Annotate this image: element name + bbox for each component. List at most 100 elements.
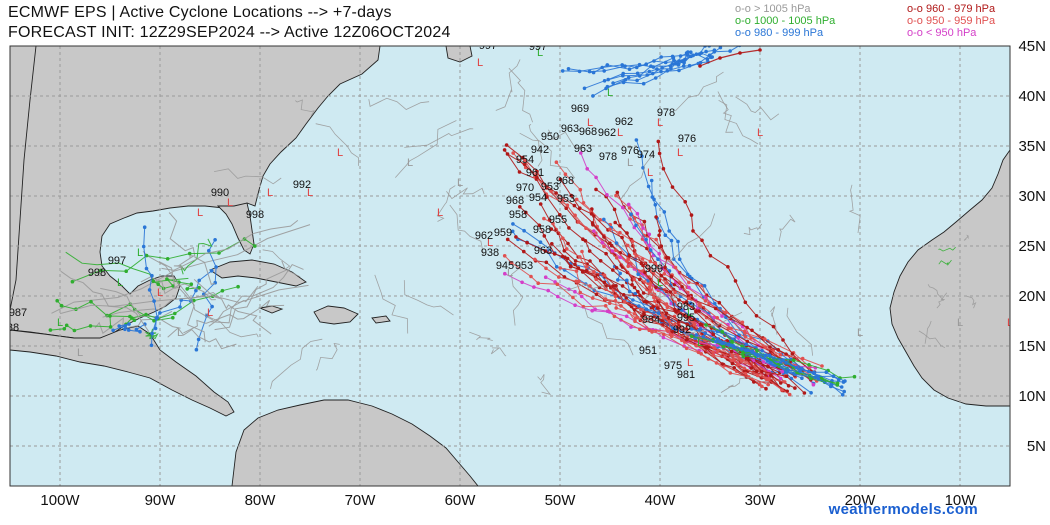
track-point bbox=[654, 237, 658, 242]
track-point bbox=[656, 311, 661, 315]
track-point bbox=[641, 291, 646, 295]
track-point bbox=[641, 263, 645, 268]
track-point bbox=[574, 269, 579, 273]
land-masses bbox=[10, 46, 1010, 486]
track-point bbox=[840, 393, 845, 397]
pressure-label: 968 bbox=[556, 175, 574, 187]
track-point bbox=[566, 241, 570, 246]
track-point bbox=[697, 309, 701, 313]
track-point bbox=[663, 265, 667, 270]
cyclone-track-line bbox=[208, 299, 285, 327]
track-point bbox=[648, 248, 653, 252]
longitude-labels: 100W 90W 80W 70W 60W 50W 40W 30W 20W 10W bbox=[40, 492, 976, 509]
cyclone-track-line bbox=[584, 306, 634, 356]
track-point bbox=[546, 288, 550, 293]
track-point bbox=[196, 337, 201, 342]
low-center-marker: L bbox=[657, 117, 663, 129]
track-point bbox=[572, 203, 577, 208]
track-point bbox=[505, 237, 510, 242]
track-point bbox=[217, 251, 221, 255]
cyclone-track-line bbox=[508, 67, 533, 123]
latitude-label: 40N bbox=[1018, 88, 1046, 105]
track-point bbox=[670, 185, 675, 189]
track-point bbox=[144, 312, 148, 317]
track-point bbox=[664, 281, 668, 285]
track-point bbox=[642, 312, 646, 317]
latitude-label: 35N bbox=[1018, 138, 1046, 155]
track-point bbox=[691, 229, 695, 233]
pressure-label: 987 bbox=[9, 307, 27, 319]
track-point bbox=[613, 299, 618, 303]
track-point bbox=[551, 221, 555, 226]
track-point bbox=[791, 358, 796, 363]
track-point bbox=[55, 298, 59, 303]
legend-item-950-959: o-o 950 - 959 hPa bbox=[907, 15, 996, 27]
low-center-marker: L bbox=[457, 177, 463, 189]
track-point bbox=[532, 285, 536, 289]
longitude-label: 40W bbox=[645, 492, 677, 509]
track-point bbox=[743, 348, 748, 352]
track-point bbox=[502, 148, 507, 152]
track-point bbox=[653, 261, 657, 266]
low-center-marker: L bbox=[227, 197, 233, 209]
track-point bbox=[684, 338, 689, 342]
track-point bbox=[707, 53, 712, 58]
track-point bbox=[647, 285, 652, 289]
track-point bbox=[511, 151, 515, 155]
track-point bbox=[558, 266, 562, 270]
map-title: ECMWF EPS | Active Cyclone Locations -->… bbox=[8, 4, 392, 21]
track-point bbox=[88, 324, 93, 328]
low-center-marker: L bbox=[627, 157, 633, 169]
pressure-label: 953 bbox=[541, 181, 559, 193]
low-center-marker: L bbox=[1007, 317, 1013, 329]
track-point bbox=[687, 296, 691, 301]
low-center-marker: L bbox=[97, 267, 103, 279]
track-point bbox=[585, 167, 589, 171]
track-point bbox=[680, 338, 684, 343]
track-point bbox=[144, 266, 149, 271]
track-point bbox=[637, 304, 641, 308]
track-point bbox=[625, 231, 629, 235]
track-point bbox=[108, 314, 112, 318]
pressure-label: 976 bbox=[621, 145, 639, 157]
latitude-label: 5N bbox=[1027, 438, 1046, 455]
track-point bbox=[610, 249, 615, 253]
track-point bbox=[48, 328, 53, 332]
track-point bbox=[581, 237, 585, 241]
track-point bbox=[638, 277, 642, 282]
track-point bbox=[629, 325, 633, 329]
track-point bbox=[750, 328, 754, 333]
cyclone-track-line bbox=[652, 213, 716, 271]
track-point bbox=[662, 272, 667, 276]
track-point bbox=[632, 277, 636, 282]
cyclone-track-line bbox=[965, 295, 977, 309]
track-point bbox=[560, 254, 565, 259]
track-point bbox=[687, 315, 691, 319]
track-point bbox=[694, 343, 699, 348]
track-point bbox=[744, 342, 749, 347]
cyclone-track-line bbox=[374, 274, 409, 334]
low-center-marker: L bbox=[307, 187, 313, 199]
track-point bbox=[156, 282, 160, 287]
latitude-labels: 45N 40N 35N 30N 25N 20N 15N 10N 5N bbox=[1018, 38, 1046, 455]
track-point bbox=[650, 330, 654, 334]
low-center-marker: L bbox=[337, 147, 343, 159]
legend-item-lt950: o-o < 950 hPa bbox=[907, 27, 977, 39]
cyclone-track-line bbox=[183, 285, 259, 334]
track-point bbox=[650, 317, 654, 322]
track-point bbox=[70, 279, 75, 284]
track-point bbox=[647, 69, 652, 74]
longitude-label: 90W bbox=[145, 492, 177, 509]
track-point bbox=[640, 154, 644, 158]
track-point bbox=[189, 282, 194, 287]
track-point bbox=[760, 369, 764, 374]
track-point bbox=[502, 254, 507, 258]
low-center-marker: L bbox=[207, 307, 213, 319]
track-point bbox=[680, 308, 684, 312]
pressure-label: 969 bbox=[571, 103, 589, 115]
track-point bbox=[780, 388, 784, 392]
track-point bbox=[522, 228, 526, 233]
pressure-label: 981 bbox=[677, 369, 695, 381]
track-point bbox=[602, 280, 607, 285]
track-point bbox=[602, 244, 606, 249]
